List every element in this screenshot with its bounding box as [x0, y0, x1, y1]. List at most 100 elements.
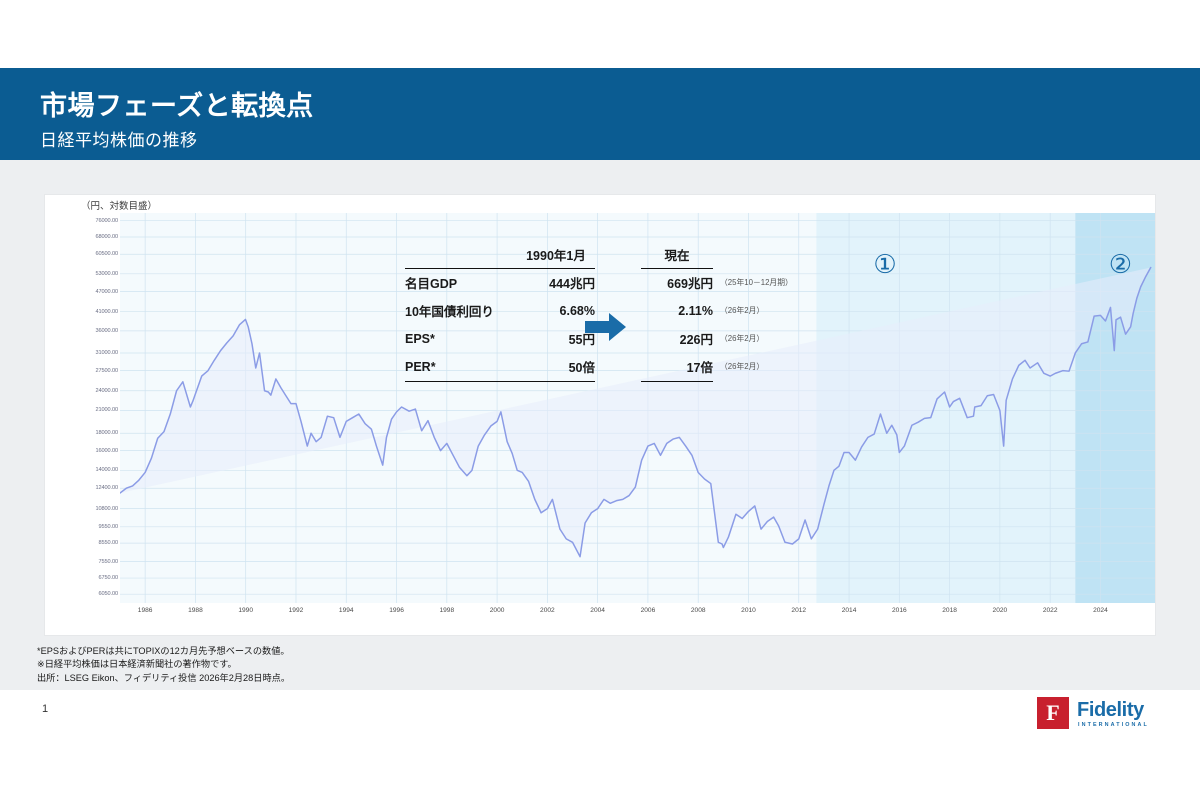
header-note: [713, 240, 793, 268]
page-subtitle: 日経平均株価の推移: [40, 131, 198, 150]
x-tick-label: 2002: [540, 607, 555, 614]
x-tick-label: 1996: [389, 607, 404, 614]
x-tick-label: 2016: [891, 607, 907, 614]
row-new-value: 17倍: [686, 361, 713, 375]
footnotes: *EPSおよびPERは共にTOPIXの12カ月先予想ベースの数値。 ※日経平均株…: [37, 645, 290, 685]
row-old-value: 55円: [568, 333, 595, 347]
x-tick-label: 2004: [590, 607, 605, 614]
rule-bot-gap: [595, 381, 641, 385]
row-note: （25年10－12月期）: [720, 277, 793, 287]
x-tick-label: 2018: [942, 607, 957, 614]
comparison-table: 1990年1月 現在 名目GDP 444兆円 669兆円 （25年10－12月期…: [405, 240, 793, 385]
y-tick-label: 53000.00: [95, 270, 118, 277]
y-tick-label: 21000.00: [95, 407, 118, 414]
rule-old-right: [517, 267, 595, 269]
phase-marker-2: ②: [1108, 249, 1133, 279]
rule-bot-old-right: [517, 380, 595, 385]
y-tick-label: 9550.00: [98, 523, 118, 530]
x-tick-label: 2012: [791, 607, 807, 614]
x-tick-label: 2010: [741, 607, 756, 614]
x-tick-label: 1990: [238, 607, 254, 614]
axis-unit-label: （円、対数目盛）: [81, 201, 158, 212]
page-title: 市場フェーズと転換点: [40, 91, 314, 121]
x-tick-label: 2020: [992, 607, 1008, 614]
comparison-table-grid: 1990年1月 現在 名目GDP 444兆円 669兆円 （25年10－12月期…: [405, 240, 793, 385]
x-tick-label: 2022: [1042, 607, 1058, 614]
row-label: 名目GDP: [405, 277, 458, 291]
footnote-line: *EPSおよびPERは共にTOPIXの12カ月先予想ベースの数値。: [37, 646, 290, 656]
y-tick-label: 6050.00: [98, 591, 118, 598]
row-new-value: 226円: [679, 333, 713, 347]
series-line: [120, 266, 1152, 558]
y-tick-label: 41000.00: [95, 308, 118, 315]
x-tick-label: 1986: [137, 607, 153, 614]
row-new-value: 2.11%: [678, 303, 713, 318]
footnote-line: ※日経平均株価は日本経済新聞社の著作物です。: [37, 659, 237, 670]
right-arrow-icon: [585, 313, 626, 341]
header-band: [0, 68, 1200, 160]
x-tick-label: 1992: [288, 607, 304, 614]
fidelity-logo: F Fidelity INTERNATIONAL: [1037, 697, 1163, 733]
rule-bot-note: [713, 381, 793, 385]
row-new-value: 669兆円: [667, 277, 713, 291]
x-tick-label: 2014: [841, 607, 857, 614]
series-area: [120, 267, 1151, 557]
row-note: （26年2月）: [720, 306, 765, 315]
y-tick-label: 76000.00: [95, 217, 118, 224]
table-row: 名目GDP 444兆円 669兆円 （25年10－12月期）: [405, 268, 793, 297]
table-row: EPS* 55円 226円 （26年2月）: [405, 325, 793, 353]
row-old-value: 444兆円: [549, 277, 595, 291]
y-tick-label: 12400.00: [95, 485, 118, 492]
x-tick-label: 1998: [439, 607, 455, 614]
logo-wordmark: Fidelity: [1077, 699, 1144, 721]
page-number: 1: [42, 703, 49, 715]
y-tick-label: 24000.00: [95, 387, 118, 394]
logo-letter: F: [1046, 700, 1060, 725]
y-tick-label: 60500.00: [95, 251, 118, 258]
x-tick-label: 2024: [1093, 607, 1108, 614]
row-label: 10年国債利回り: [405, 305, 494, 319]
row-label: PER*: [405, 359, 436, 374]
y-tick-label: 14000.00: [95, 467, 118, 474]
header-old: 1990年1月: [526, 248, 586, 263]
row-old-value: 50倍: [568, 361, 595, 375]
x-tick-label: 2008: [690, 607, 706, 614]
y-tick-label: 7550.00: [98, 558, 118, 565]
y-tick-label: 18000.00: [95, 430, 118, 437]
logo-tagline: INTERNATIONAL: [1078, 722, 1149, 728]
header-new: 現在: [664, 248, 690, 263]
table-row: PER* 50倍 17倍 （26年2月）: [405, 353, 793, 382]
phase-marker-1: ①: [873, 249, 897, 279]
x-tick-label: 2000: [489, 607, 505, 614]
x-tick-label: 2006: [640, 607, 656, 614]
row-note: （26年2月）: [720, 362, 765, 372]
rule-bot-old-left: [405, 380, 517, 385]
row-old-value: 6.68%: [559, 303, 595, 318]
row-gap: [595, 268, 641, 297]
y-tick-label: 10800.00: [95, 505, 118, 512]
y-tick-label: 68000.00: [95, 233, 118, 240]
y-tick-label: 31000.00: [95, 349, 118, 356]
y-tick-label: 47000.00: [95, 288, 118, 295]
table-row: 10年国債利回り 6.68% 2.11% （26年2月）: [405, 297, 793, 325]
row-label: EPS*: [405, 331, 435, 346]
table-header-row: 1990年1月 現在: [405, 240, 793, 268]
rule-new: [641, 267, 713, 269]
row-gap: [595, 353, 641, 382]
y-tick-label: 16000.00: [95, 447, 118, 454]
x-axis-ticks: 1986 1988 1990 1992 1994 1996 1998 2000 2002 2004…: [120, 607, 1155, 621]
table-rule-top: [405, 267, 793, 269]
header-spacer: [405, 240, 517, 268]
x-tick-label: 1988: [188, 607, 203, 614]
rule-bot-new: [641, 380, 713, 385]
y-tick-label: 6750.00: [98, 575, 118, 582]
chart-card: （円、対数目盛） 76000.00 68000.00 60500.00 53000.0…: [45, 195, 1155, 635]
y-axis-ticks: 76000.00 68000.00 60500.00 53000.00 47000.00…: [45, 213, 118, 603]
logo-mark-icon: [1037, 697, 1069, 729]
table-rule-bottom: [405, 380, 793, 385]
footnote-line: 出所：LSEG Eikon、フィデリティ投信 2026年2月28日時点。: [37, 672, 291, 683]
y-tick-label: 36000.00: [95, 327, 118, 334]
y-tick-label: 8550.00: [98, 540, 118, 547]
